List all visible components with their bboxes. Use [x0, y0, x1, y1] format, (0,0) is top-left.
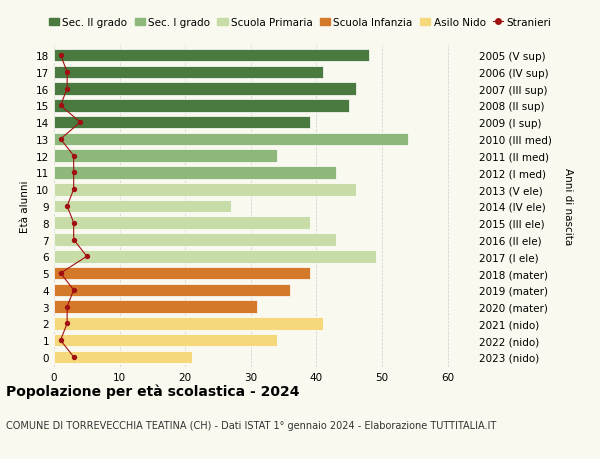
Bar	[54, 133, 409, 146]
Bar	[54, 83, 356, 95]
Point	[69, 286, 79, 294]
Bar	[54, 351, 192, 364]
Point	[82, 253, 92, 260]
Bar	[54, 318, 323, 330]
Bar	[54, 100, 349, 112]
Point	[69, 219, 79, 227]
Point	[56, 52, 65, 60]
Text: Popolazione per età scolastica - 2024: Popolazione per età scolastica - 2024	[6, 383, 299, 398]
Bar	[54, 334, 277, 347]
Bar	[54, 234, 336, 246]
Bar	[54, 167, 336, 179]
Point	[76, 119, 85, 127]
Bar	[54, 150, 277, 162]
Bar	[54, 50, 369, 62]
Point	[69, 353, 79, 361]
Bar	[54, 117, 310, 129]
Bar	[54, 301, 257, 313]
Point	[62, 203, 72, 210]
Bar	[54, 217, 310, 230]
Point	[56, 337, 65, 344]
Point	[62, 69, 72, 76]
Y-axis label: Età alunni: Età alunni	[20, 180, 31, 233]
Point	[69, 186, 79, 194]
Point	[56, 102, 65, 110]
Point	[56, 136, 65, 143]
Bar	[54, 284, 290, 297]
Bar	[54, 200, 231, 213]
Point	[62, 86, 72, 93]
Bar	[54, 251, 376, 263]
Y-axis label: Anni di nascita: Anni di nascita	[563, 168, 573, 245]
Text: COMUNE DI TORREVECCHIA TEATINA (CH) - Dati ISTAT 1° gennaio 2024 - Elaborazione : COMUNE DI TORREVECCHIA TEATINA (CH) - Da…	[6, 420, 496, 430]
Point	[62, 303, 72, 311]
Point	[69, 236, 79, 244]
Bar	[54, 67, 323, 79]
Point	[62, 320, 72, 327]
Point	[69, 169, 79, 177]
Legend: Sec. II grado, Sec. I grado, Scuola Primaria, Scuola Infanzia, Asilo Nido, Stran: Sec. II grado, Sec. I grado, Scuola Prim…	[49, 18, 551, 28]
Bar	[54, 267, 310, 280]
Point	[56, 270, 65, 277]
Point	[69, 153, 79, 160]
Bar	[54, 184, 356, 196]
